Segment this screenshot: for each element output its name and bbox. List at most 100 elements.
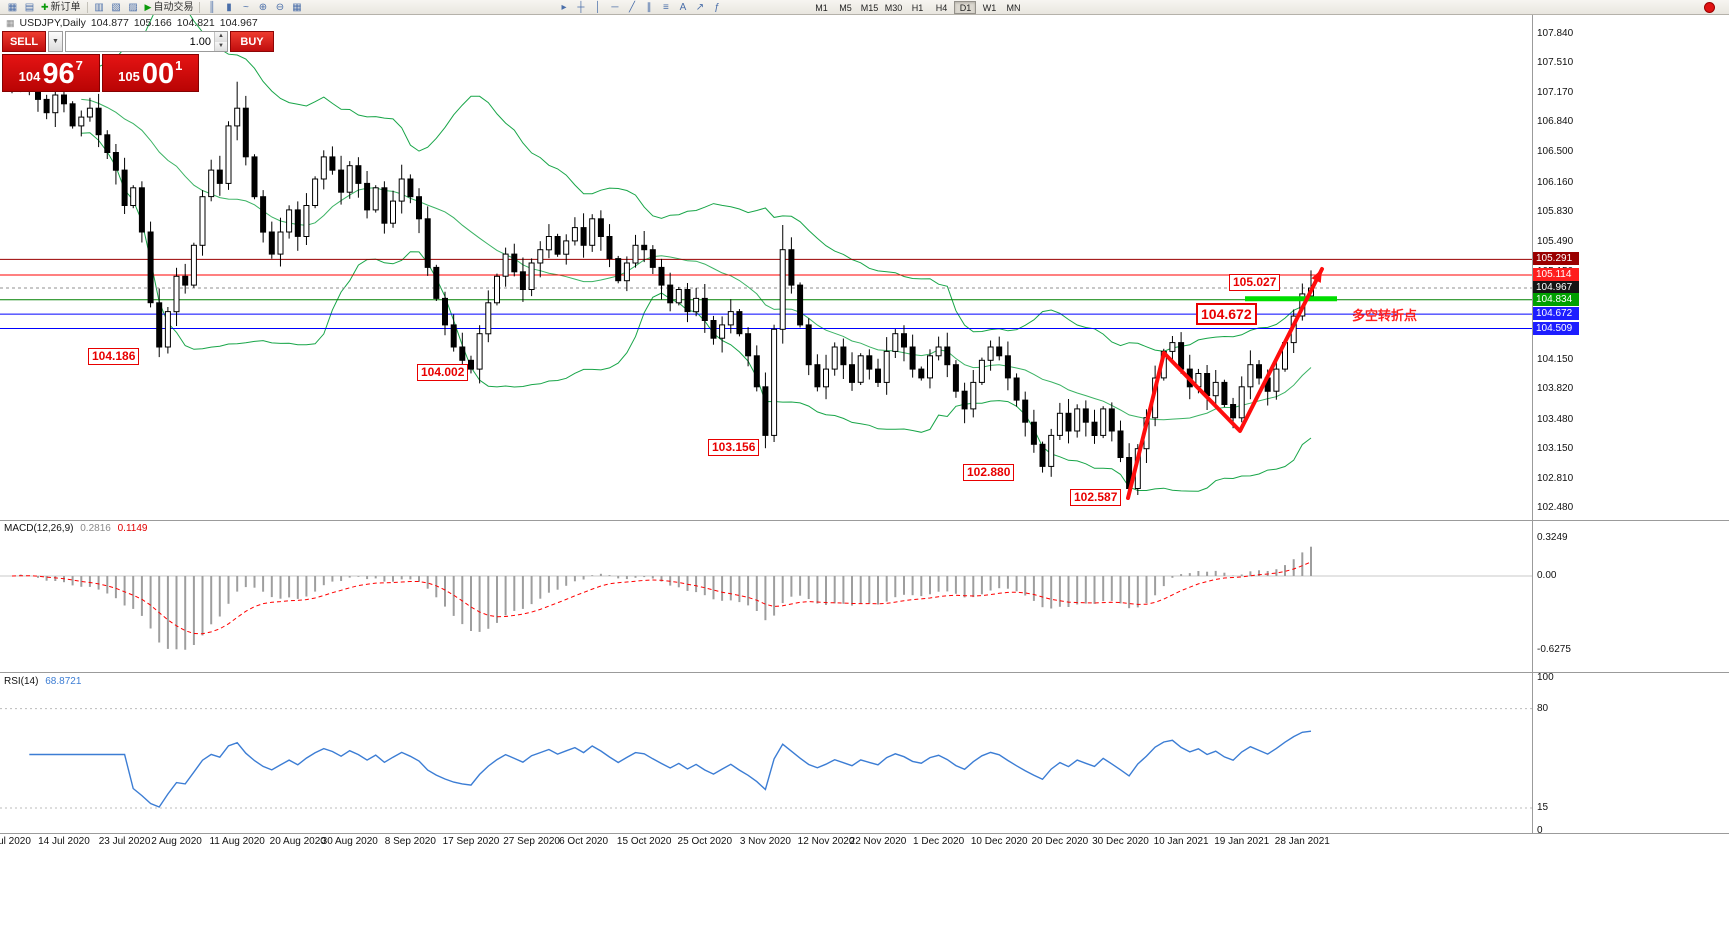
- timeframe-h4[interactable]: H4: [935, 2, 948, 13]
- indicators-icon[interactable]: ƒ: [714, 1, 720, 13]
- price-tick: 105.490: [1537, 235, 1574, 247]
- symbol-label: USDJPY,Daily: [19, 17, 86, 29]
- arrow-icon[interactable]: ↗: [695, 1, 705, 13]
- toolbar-separator: [199, 1, 201, 13]
- price-tick: 107.840: [1537, 27, 1574, 39]
- order-type-dropdown[interactable]: ▼: [48, 31, 63, 52]
- price-callout-105.027[interactable]: 105.027: [1229, 273, 1281, 291]
- price-callout-104.186[interactable]: 104.186: [88, 348, 140, 366]
- buy-price-pip: 1: [175, 58, 183, 73]
- new-chart-icon[interactable]: ▦: [7, 1, 18, 13]
- time-tick: 20 Aug 2020: [269, 836, 326, 847]
- data-window-icon[interactable]: ▧: [111, 1, 121, 13]
- price-tick: 106.840: [1537, 116, 1574, 128]
- turning-point-note[interactable]: 多空转折点: [1352, 308, 1418, 323]
- macd-tick: 0.3249: [1537, 531, 1568, 543]
- symbol-icon: ▦: [6, 17, 15, 28]
- timeframe-m15[interactable]: M15: [860, 2, 879, 13]
- rsi-panel-divider[interactable]: [0, 672, 1729, 673]
- crosshair-icon[interactable]: ┼: [577, 1, 585, 13]
- timeframe-m1[interactable]: M1: [815, 2, 828, 13]
- vertical-line-icon[interactable]: │: [594, 1, 602, 13]
- trendline-icon[interactable]: ╱: [628, 1, 635, 13]
- alert-record-icon[interactable]: [1704, 1, 1715, 13]
- rsi-name: RSI(14): [4, 676, 39, 687]
- timeframe-h1[interactable]: H1: [911, 2, 924, 13]
- macd-panel-divider[interactable]: [0, 520, 1729, 521]
- volume-input[interactable]: [66, 32, 214, 51]
- sell-price-pip: 7: [75, 58, 83, 73]
- price-axis[interactable]: 107.840 107.510 107.170 106.840 106.500 106.1…: [1532, 15, 1729, 833]
- cursor-icon[interactable]: ▸: [561, 1, 567, 13]
- rsi-tick: 15: [1537, 802, 1549, 814]
- volume-spinner[interactable]: ▲ ▼: [214, 32, 227, 51]
- auto-trading-button-label: 自动交易: [153, 1, 194, 13]
- bar-chart-icon[interactable]: ║: [208, 1, 216, 13]
- new-order-button[interactable]: ✚ 新订单: [38, 1, 84, 14]
- time-tick: 30 Aug 2020: [321, 836, 378, 847]
- new-order-button-label: 新订单: [50, 1, 81, 13]
- price-badge-105.291: 105.291: [1533, 252, 1579, 266]
- rsi-axis: 100 80 15 0: [1532, 0, 1622, 936]
- new-order-button-icon: ✚: [41, 1, 49, 12]
- time-tick: 30 Dec 2020: [1092, 836, 1149, 847]
- timeframe-m30[interactable]: M30: [884, 2, 903, 13]
- price-tick: 107.170: [1537, 87, 1574, 99]
- time-tick: 20 Dec 2020: [1031, 836, 1089, 847]
- fibonacci-icon[interactable]: ≡: [663, 1, 669, 13]
- price-tick: 105.830: [1537, 205, 1574, 217]
- price-callout-102.880[interactable]: 102.880: [963, 463, 1015, 481]
- zoom-in-icon[interactable]: ⊕: [258, 1, 268, 13]
- sell-price-box[interactable]: 104 96 7: [2, 54, 100, 92]
- price-callout-104.002[interactable]: 104.002: [417, 364, 469, 382]
- buy-button[interactable]: BUY: [230, 31, 274, 52]
- timeframe-mn[interactable]: MN: [1006, 2, 1021, 13]
- spin-up-icon[interactable]: ▲: [215, 32, 227, 42]
- sell-price-big: 96: [42, 58, 75, 90]
- zoom-out-icon[interactable]: ⊖: [275, 1, 285, 13]
- time-tick: Jul 2020: [0, 836, 31, 847]
- price-tick: 107.510: [1537, 57, 1574, 69]
- time-tick: 28 Jan 2021: [1274, 836, 1330, 847]
- time-tick: 27 Sep 2020: [503, 836, 560, 847]
- time-tick: 10 Jan 2021: [1153, 836, 1209, 847]
- spin-down-icon[interactable]: ▼: [215, 41, 227, 51]
- channel-icon[interactable]: ∥: [646, 1, 652, 13]
- ohlc-low: 104.821: [176, 17, 215, 29]
- auto-trading-button[interactable]: ▶ 自动交易: [142, 1, 197, 14]
- profiles-icon[interactable]: ▤: [24, 1, 35, 13]
- time-tick: 22 Nov 2020: [849, 836, 907, 847]
- navigator-icon[interactable]: ▨: [128, 1, 138, 13]
- candlestick-chart-icon[interactable]: ▮: [226, 1, 232, 13]
- timeframe-m5[interactable]: M5: [839, 2, 852, 13]
- price-badge-104.834: 104.834: [1533, 292, 1579, 306]
- horizontal-line-icon[interactable]: ─: [611, 1, 619, 13]
- price-callout-102.587[interactable]: 102.587: [1070, 489, 1122, 507]
- ohlc-high: 105.166: [133, 17, 172, 29]
- text-icon[interactable]: A: [679, 1, 687, 13]
- time-tick: 6 Oct 2020: [559, 836, 609, 847]
- ohlc-open: 104.877: [90, 17, 129, 29]
- main-toolbar: ▦ ▤ ✚ 新订单 ▥ ▧ ▨ ▶ 自动交易 ║ ▮ ~ ⊕ ⊖ ▦ ▸ ┼ │ ─ ╱ ∥ ≡ A ↗ ƒ M1 M5 M15 M30…: [0, 0, 1729, 15]
- time-tick: 19 Jan 2021: [1214, 836, 1270, 847]
- time-tick: 8 Sep 2020: [384, 836, 436, 847]
- price-callout-104.672[interactable]: 104.672: [1196, 303, 1257, 326]
- macd-indicator-label: MACD(12,26,9) 0.2816 0.1149: [4, 523, 147, 534]
- sell-button[interactable]: SELL: [2, 31, 46, 52]
- chart-ohlc-header: ▦ USDJPY,Daily 104.877 105.166 104.821 1…: [6, 17, 258, 29]
- rsi-tick: 0: [1537, 825, 1543, 836]
- macd-name: MACD(12,26,9): [4, 523, 74, 534]
- timeframe-w1[interactable]: W1: [982, 2, 997, 13]
- tile-windows-icon[interactable]: ▦: [292, 1, 302, 13]
- price-callout-103.156[interactable]: 103.156: [708, 439, 760, 457]
- market-watch-icon[interactable]: ▥: [94, 1, 104, 13]
- price-tick: 103.820: [1537, 383, 1574, 395]
- price-badge-104.672: 104.672: [1533, 307, 1579, 321]
- price-badge-105.114: 105.114: [1533, 268, 1579, 282]
- timeframe-d1[interactable]: D1: [954, 0, 977, 14]
- line-chart-icon[interactable]: ~: [243, 1, 249, 13]
- one-click-trade-panel: SELL ▼ ▲ ▼ BUY 104 96 7 105 00 1: [2, 31, 274, 92]
- buy-price-box[interactable]: 105 00 1: [101, 54, 199, 92]
